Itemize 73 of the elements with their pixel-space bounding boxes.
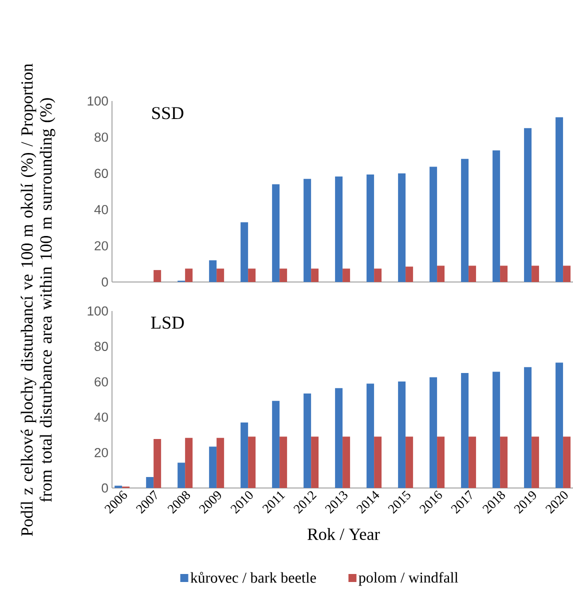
bar [461,158,469,282]
bar [437,436,445,488]
legend-label: kůrovec / bark beetle [190,572,316,583]
bar [374,268,382,282]
bar [563,266,571,282]
x-tick-label: 2011 [262,492,286,514]
bar [335,176,343,282]
bar [248,268,256,282]
bar [280,436,288,488]
bar [185,438,193,488]
bar [524,128,532,282]
y-tick-label: 100 [88,96,108,106]
bar [406,266,414,282]
bar [311,268,319,282]
bar [154,438,162,488]
bar [280,268,288,282]
bar [216,268,224,282]
bar [240,222,248,282]
bar [342,268,350,282]
y-tick-label: 60 [94,168,108,178]
bar [468,266,476,282]
y-axis-title: Podíl z celkové plochy disturbancí ve 100 m okolí (%) / Proportion from total disturbance area within 100 m surrounding (%) [20,64,56,536]
y-tick-label: 80 [94,132,108,142]
bar [406,436,414,488]
x-axis-title: Rok / Year [308,528,380,540]
bar [209,446,217,488]
bar [272,400,280,488]
bar [311,436,319,488]
bar [216,438,224,488]
y-tick-label: 100 [88,306,108,316]
bar [366,174,374,282]
y-tick-label: 20 [94,241,108,250]
bar [532,266,540,282]
bar [374,436,382,488]
bar [492,372,500,488]
y-tick-label: 40 [94,204,108,214]
bar [500,436,508,488]
bar [342,436,350,488]
y-tick-label: 80 [94,342,108,351]
bar [556,362,564,488]
y-tick-label: 40 [94,412,108,422]
y-tick-label: 60 [94,377,108,386]
bar [398,381,406,488]
bar [272,184,280,282]
bar [304,178,312,282]
bar [492,150,500,282]
bar [335,388,343,488]
bar [398,173,406,282]
bar [146,477,154,488]
bar [185,268,193,282]
y-tick-label: 20 [94,448,108,458]
chart-title: LSD [151,316,184,329]
bar [178,462,186,488]
bar [248,436,256,488]
bar [468,436,476,488]
bar [524,367,532,488]
bar [532,436,540,488]
bar [209,260,217,282]
legend-label: polom / windfall [358,572,458,586]
chart-title: SSD [152,107,184,120]
bar [500,266,508,282]
bar [154,270,162,282]
bar [461,372,469,488]
bar [430,377,438,488]
bar [304,393,312,488]
bar [556,117,564,282]
bar [437,266,445,282]
bar [563,436,571,488]
y-tick-label: 0 [102,483,108,493]
bar [240,422,248,488]
y-tick-label: 0 [102,277,108,287]
bar [430,166,438,282]
bar [366,384,374,488]
